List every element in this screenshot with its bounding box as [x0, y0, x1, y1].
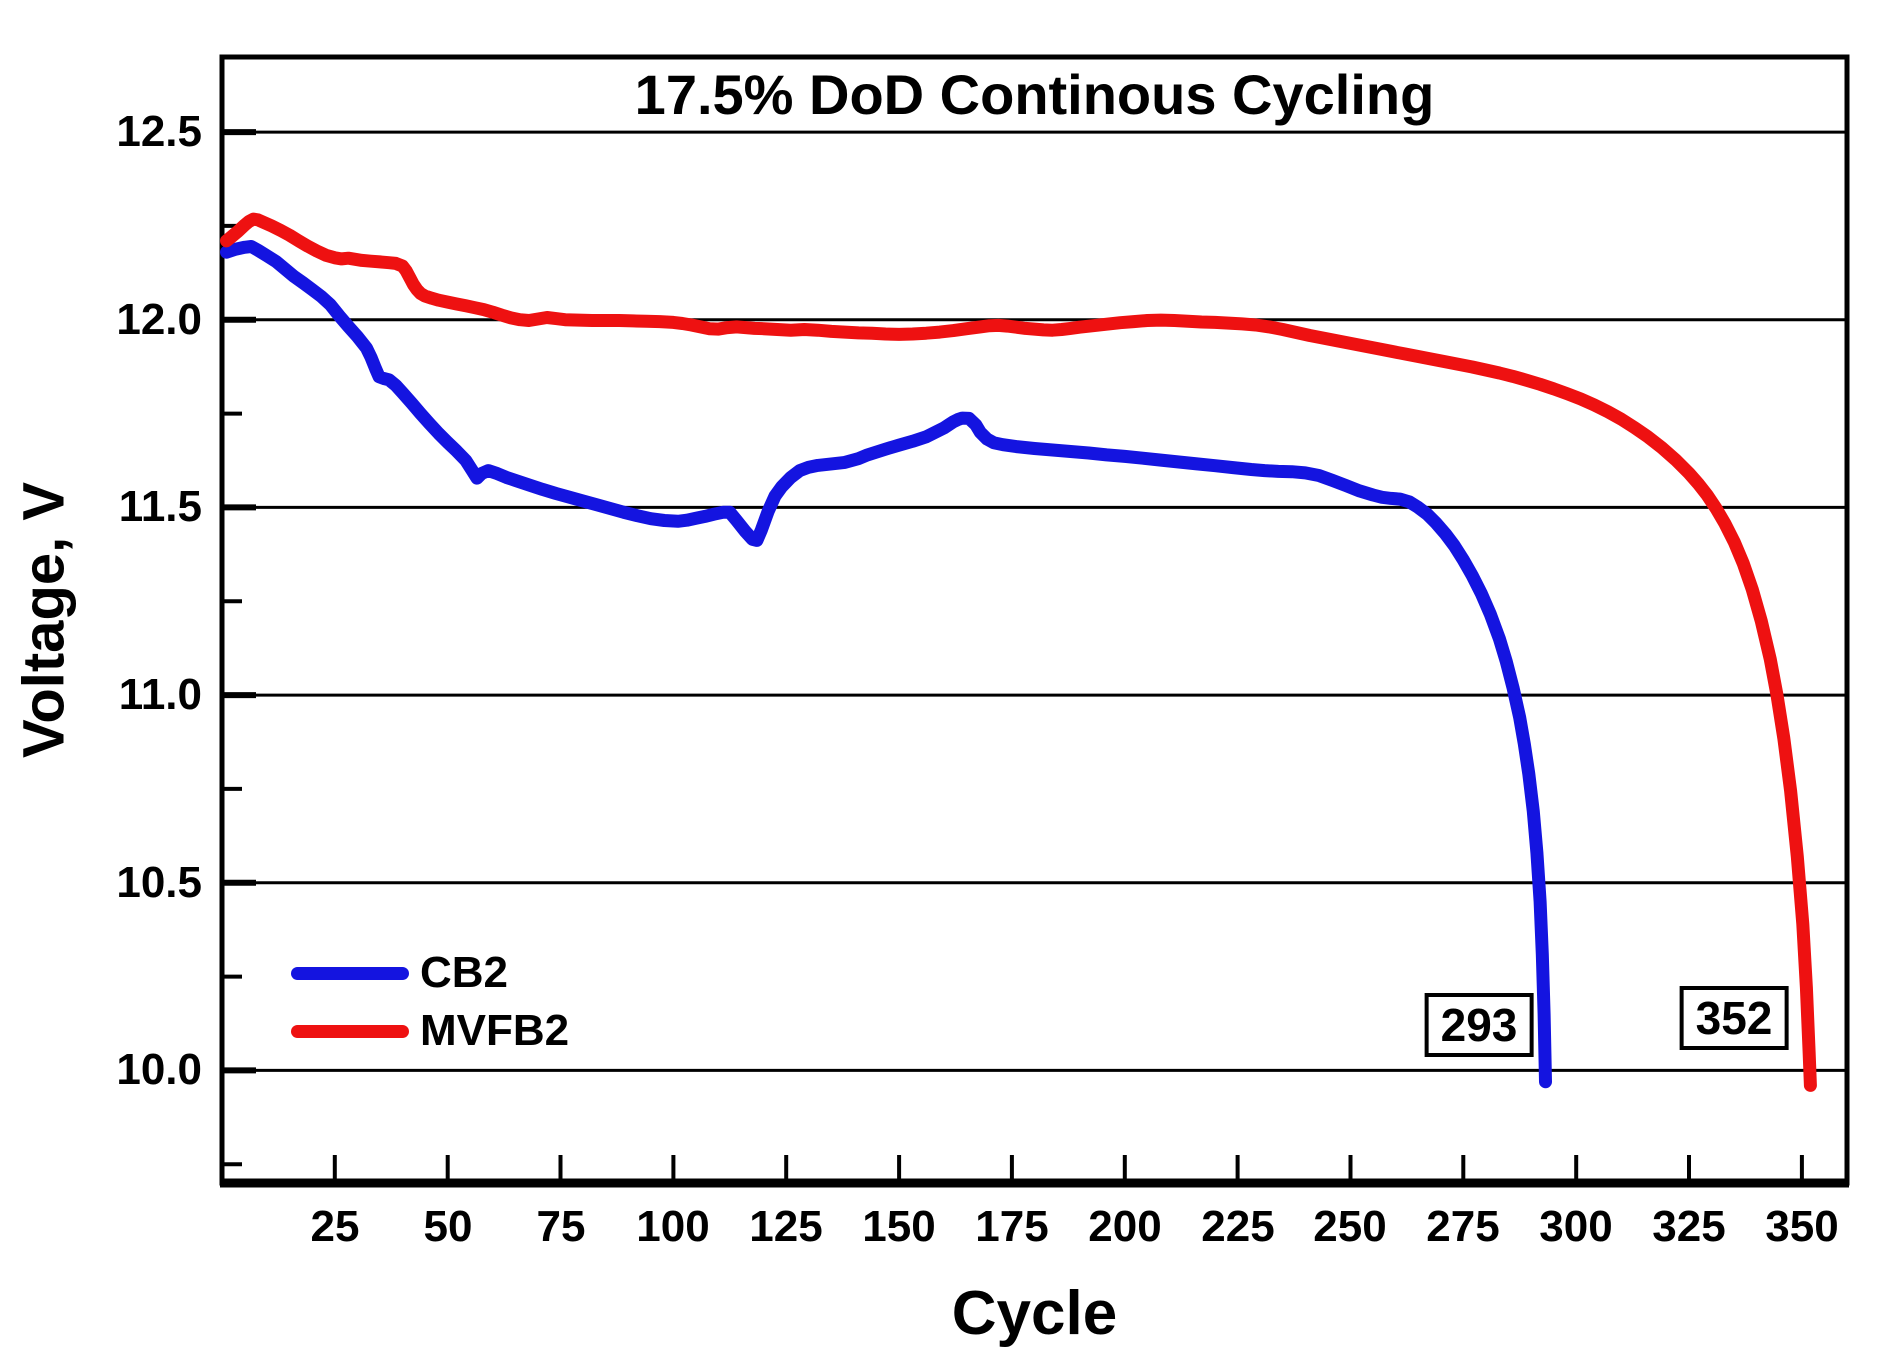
legend-label-mvfb2: MVFB2 — [420, 1006, 570, 1055]
x-tick-label-250: 250 — [1313, 1202, 1387, 1251]
x-tick-label-350: 350 — [1765, 1202, 1839, 1251]
y-tick-label-10.5: 10.5 — [116, 858, 202, 907]
x-tick-label-125: 125 — [749, 1202, 823, 1251]
x-tick-label-75: 75 — [536, 1202, 586, 1251]
x-tick-label-150: 150 — [862, 1202, 936, 1251]
x-tick-label-175: 175 — [975, 1202, 1049, 1251]
x-tick-label-275: 275 — [1426, 1202, 1500, 1251]
legend-line-cb2 — [291, 966, 409, 980]
x-tick-label-300: 300 — [1539, 1202, 1613, 1251]
x-tick-label-100: 100 — [636, 1202, 710, 1251]
x-axis-title: Cycle — [951, 1279, 1118, 1348]
failure-cycle-label-cb2: 293 — [1424, 993, 1534, 1057]
series-line-mvfb2 — [220, 212, 1817, 1092]
x-tick-label-225: 225 — [1201, 1202, 1275, 1251]
y-tick-label-11.5: 11.5 — [118, 482, 202, 531]
y-tick-label-10.0: 10.0 — [116, 1045, 202, 1094]
x-tick-label-200: 200 — [1088, 1202, 1162, 1251]
x-tick-label-325: 325 — [1652, 1202, 1726, 1251]
y-tick-label-11.0: 11.0 — [118, 670, 202, 719]
y-tick-label-12.0: 12.0 — [116, 295, 202, 344]
x-tick-label-25: 25 — [310, 1202, 360, 1251]
series-line-cb2 — [220, 240, 1552, 1089]
y-tick-label-12.5: 12.5 — [116, 107, 202, 156]
x-tick-label-50: 50 — [423, 1202, 473, 1251]
legend-label-cb2: CB2 — [420, 948, 509, 997]
legend-line-mvfb2 — [291, 1024, 409, 1038]
chart-title: 17.5% DoD Continous Cycling — [634, 63, 1435, 126]
legend: CB2 MVFB2 — [291, 944, 569, 1060]
failure-cycle-label-mvfb2: 352 — [1679, 986, 1789, 1050]
legend-item-cb2: CB2 — [291, 944, 569, 1002]
legend-item-mvfb2: MVFB2 — [291, 1002, 569, 1060]
